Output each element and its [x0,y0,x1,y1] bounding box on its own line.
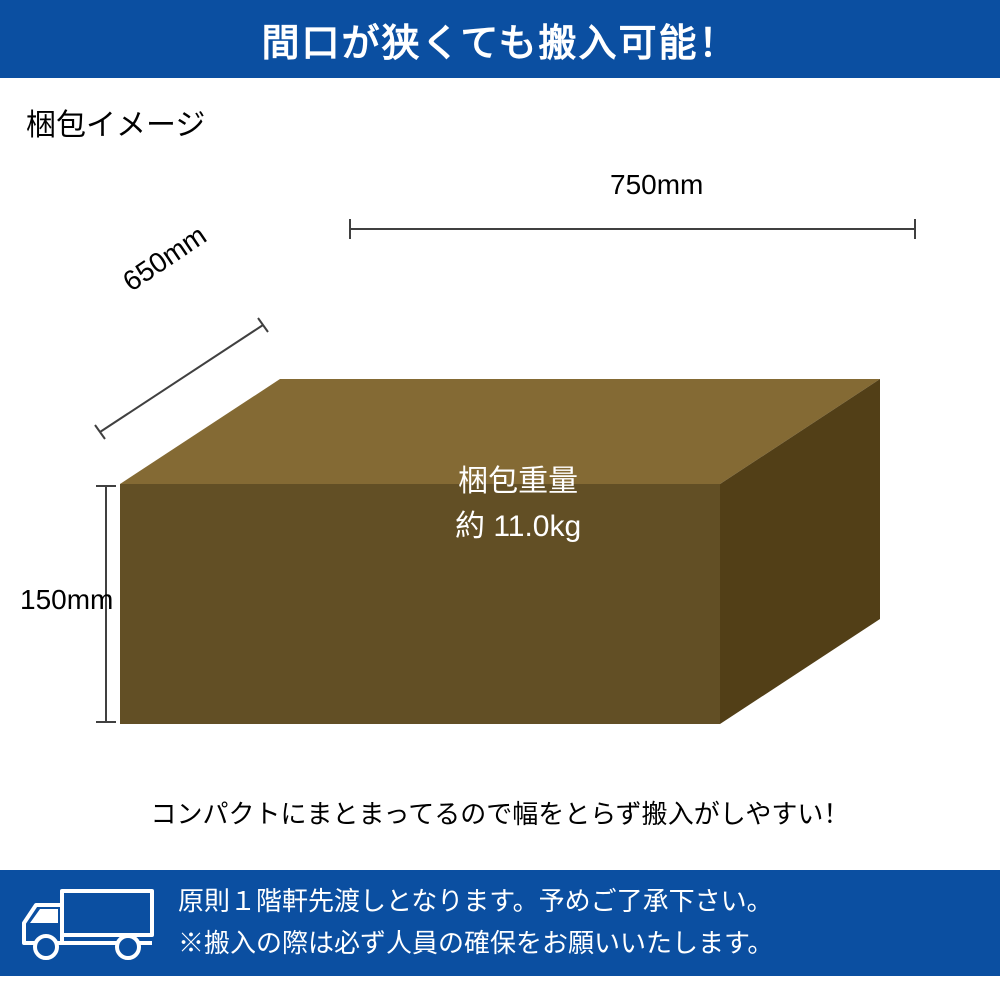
weight-line2: 約 11.0kg [455,504,581,549]
subtitle: 梱包イメージ [26,100,1000,144]
footer-text: 原則１階軒先渡しとなります。予めご了承下さい。 ※搬入の際は必ず人員の確保をお願… [178,881,773,964]
dim-width-line [350,219,915,239]
footer-line2: ※搬入の際は必ず人員の確保をお願いいたします。 [178,923,773,965]
tagline: コンパクトにまとまってるので幅をとらず搬入がしやすい！ [0,794,1000,831]
header-banner: 間口が狭くても搬入可能！ [0,0,1000,78]
weight-line1: 梱包重量 [455,459,581,504]
packaging-diagram: 750mm 650mm 150mm 梱包重量 約 11.0kg [0,164,1000,784]
weight-label: 梱包重量 約 11.0kg [455,459,581,549]
footer-line1: 原則１階軒先渡しとなります。予めご了承下さい。 [178,881,773,923]
box-front-face [120,484,720,724]
header-title: 間口が狭くても搬入可能！ [262,12,739,67]
dimension-height-label: 150mm [20,584,113,616]
dimension-width-label: 750mm [610,169,703,201]
footer-banner: 原則１階軒先渡しとなります。予めご了承下さい。 ※搬入の際は必ず人員の確保をお願… [0,870,1000,976]
truck-icon [18,883,158,963]
